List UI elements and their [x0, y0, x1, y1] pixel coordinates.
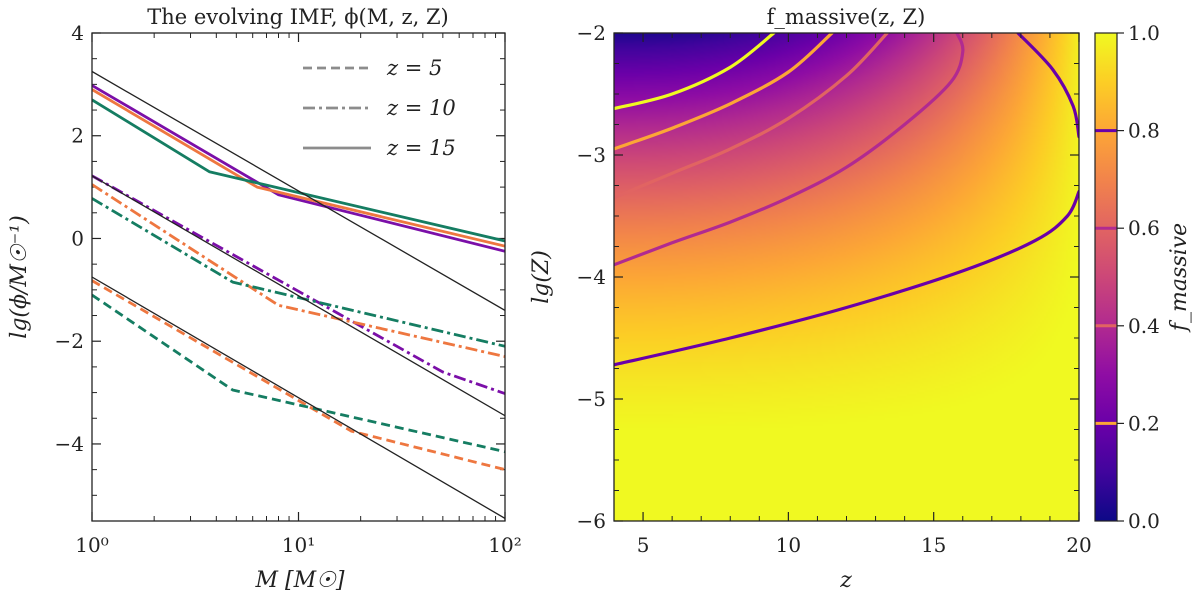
heatmap-x-tick-label: 20: [1066, 533, 1091, 557]
colorbar-tick-label: 0.6: [1128, 216, 1160, 240]
imf-y-tick-label: 2: [71, 124, 84, 148]
reference-line: [92, 276, 505, 519]
imf-y-axis-label: lg(ϕ/M☉⁻¹): [7, 215, 32, 338]
heatmap-image: [614, 33, 1079, 521]
colorbar-contour-marks: [1095, 129, 1117, 425]
imf-y-tick-label: 0: [71, 226, 84, 250]
heatmap-x-axis-label: z: [839, 568, 852, 593]
reference-line: [92, 175, 505, 417]
imf-legend-label: z = 5: [386, 56, 442, 80]
imf-y-tick-label: 4: [71, 21, 84, 45]
heatmap-contour-line: [614, 33, 965, 267]
heatmap-contours: [614, 33, 1079, 367]
imf-series-line: [92, 279, 505, 471]
colorbar-frame: [1094, 32, 1118, 522]
imf-x-tick-label: 10¹: [282, 533, 315, 557]
imf-series-line: [92, 98, 505, 243]
imf-legend-label: z = 10: [386, 96, 456, 120]
imf-series: [92, 70, 505, 519]
imf-series-line: [92, 183, 505, 358]
heatmap-y-tick-label: −5: [577, 387, 606, 411]
heatmap-contour-line: [614, 190, 1079, 367]
imf-ticks: 10⁰ 10¹ 10² −4 −2 0 2 4: [55, 21, 522, 557]
reference-line: [92, 70, 505, 311]
colorbar-tick-label: 0.4: [1128, 314, 1160, 338]
imf-series-line: [92, 197, 505, 348]
colorbar-label: f_massive: [1167, 223, 1192, 333]
colorbar-tick-label: 0.2: [1128, 411, 1160, 435]
heatmap-y-tick-label: −2: [577, 21, 606, 45]
heatmap-y-tick-label: −3: [577, 143, 606, 167]
imf-axes-frame: [91, 32, 506, 522]
heatmap-axes-frame: [613, 32, 1080, 522]
imf-x-tick-label: 10²: [488, 533, 521, 557]
imf-legend: z = 5 z = 10 z = 15: [303, 56, 456, 160]
imf-line-chart: The evolving IMF, ϕ(M, z, Z) 10⁰ 10¹ 10² −4…: [7, 5, 522, 593]
heatmap-contour-line: [614, 33, 889, 200]
heatmap-x-tick-label: 15: [921, 533, 946, 557]
heatmap-x-tick-label: 5: [637, 533, 650, 557]
heatmap-contour-line: [1016, 33, 1079, 139]
heatmap-contour-line: [614, 33, 776, 111]
imf-y-tick-label: −2: [55, 329, 84, 353]
imf-series-line: [92, 84, 505, 253]
imf-y-tick-label: −4: [55, 432, 84, 456]
colorbar-ticks: 0.0 0.2 0.4 0.6 0.8 1.0: [1117, 21, 1160, 533]
imf-series-line: [92, 293, 505, 454]
fmassive-heatmap: f_massive(z, Z) 5 10 15 20 −6 −5 −4 −3 −2 z lg(Z…: [529, 5, 1192, 593]
colorbar-fill: [1095, 33, 1117, 521]
imf-chart-title: The evolving IMF, ϕ(M, z, Z): [147, 5, 449, 29]
colorbar-tick-label: 0.0: [1128, 509, 1160, 533]
colorbar-tick-label: 0.8: [1128, 119, 1160, 143]
heatmap-contour-line: [614, 33, 834, 151]
imf-series-line: [92, 88, 505, 248]
colorbar-tick-label: 1.0: [1128, 21, 1160, 45]
imf-legend-label: z = 15: [386, 136, 456, 160]
heatmap-x-tick-label: 10: [776, 533, 801, 557]
colorbar: 0.0 0.2 0.4 0.6 0.8 1.0 f_massive: [1094, 21, 1192, 533]
heatmap-y-tick-label: −6: [577, 509, 606, 533]
imf-x-tick-label: 10⁰: [75, 533, 108, 557]
heatmap-y-tick-label: −4: [577, 265, 606, 289]
imf-series-line: [92, 174, 505, 395]
imf-x-axis-label: M [M☉]: [255, 568, 345, 593]
heatmap-title: f_massive(z, Z): [767, 5, 926, 29]
heatmap-y-axis-label: lg(Z): [529, 250, 554, 304]
